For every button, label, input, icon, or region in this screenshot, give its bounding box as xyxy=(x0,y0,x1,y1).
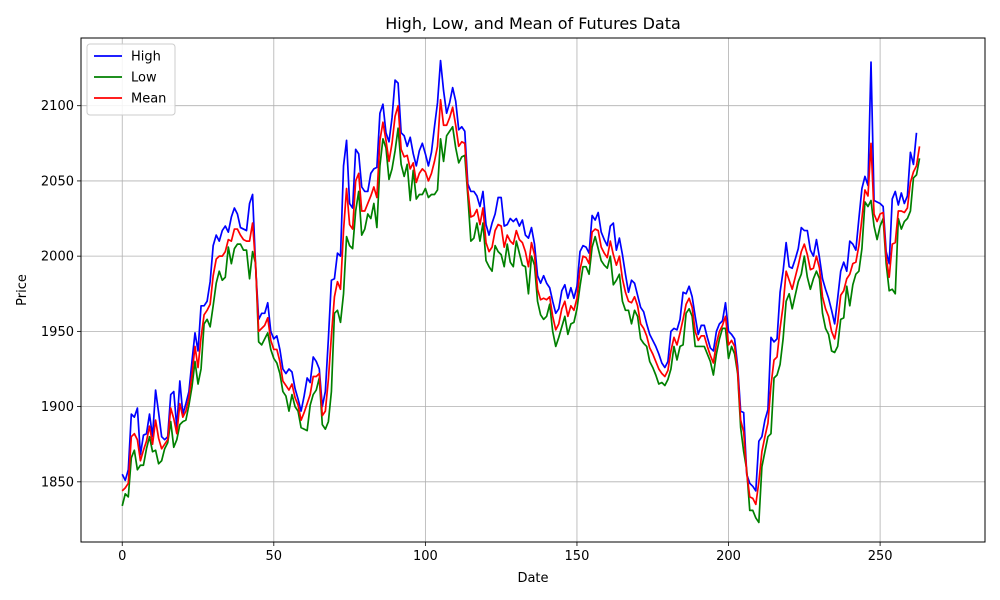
legend-entry: Low xyxy=(131,71,157,86)
y-tick-label: 2100 xyxy=(41,99,74,114)
x-tick-label: 200 xyxy=(716,549,741,564)
x-tick-label: 150 xyxy=(565,549,590,564)
series-line-mean xyxy=(121,98,921,506)
series-lines xyxy=(121,59,921,524)
y-tick-label: 1900 xyxy=(41,400,74,415)
y-tick-label: 2050 xyxy=(41,174,74,189)
x-tick-label: 100 xyxy=(413,549,438,564)
x-axis-ticks: 0 50 100 150 200 250 xyxy=(118,542,893,564)
grid xyxy=(81,38,985,542)
plot-frame xyxy=(80,37,986,543)
y-axis-label: Price xyxy=(15,274,30,306)
legend: High Low Mean xyxy=(86,43,176,116)
x-axis-label: Date xyxy=(517,571,548,586)
y-tick-label: 2000 xyxy=(41,250,74,265)
y-tick-label: 1850 xyxy=(41,475,74,490)
legend-entry: Mean xyxy=(131,92,166,107)
x-tick-label: 0 xyxy=(118,549,126,564)
y-tick-label: 1950 xyxy=(41,325,74,340)
x-tick-label: 50 xyxy=(266,549,283,564)
x-tick-label: 250 xyxy=(868,549,893,564)
legend-entry: High xyxy=(131,50,161,65)
y-axis-ticks: 1850 1900 1950 2000 2050 2100 xyxy=(41,99,81,490)
chart-title: High, Low, and Mean of Futures Data xyxy=(385,14,681,33)
